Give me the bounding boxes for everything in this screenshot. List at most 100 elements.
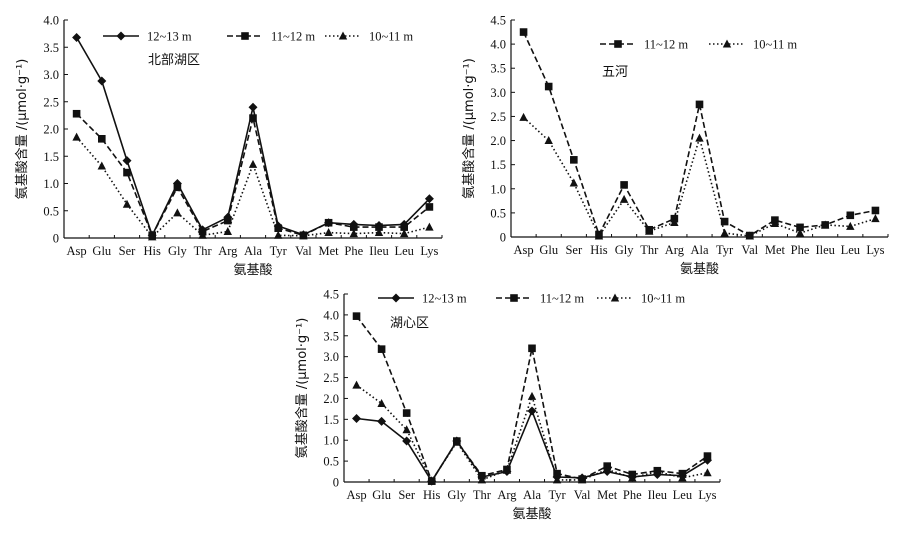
y-tick-label: 2.0 (323, 392, 339, 406)
x-tick-label: Lys (866, 243, 884, 257)
data-point (248, 159, 258, 168)
x-tick-label: Met (597, 488, 618, 502)
legend-label: 10~11 m (369, 30, 413, 44)
x-tick-label: Ser (119, 244, 137, 258)
x-tick-label: Phe (623, 488, 642, 502)
x-axis-title: 氨基酸 (680, 262, 719, 277)
data-point (402, 425, 411, 434)
y-tick-label: 1.5 (490, 158, 506, 172)
y-tick-label: 3.0 (323, 350, 339, 364)
data-point (519, 28, 528, 36)
data-point (695, 100, 704, 109)
legend-marker (614, 40, 622, 48)
y-tick-label: 4.5 (490, 14, 506, 28)
y-tick-label: 0 (333, 476, 339, 490)
x-tick-label: Leu (673, 488, 693, 502)
data-point (324, 218, 333, 227)
legend-label: 11~12 m (271, 30, 315, 44)
data-point (620, 181, 628, 189)
chart-panel-3: 0 0.5 1.0 1.5 2.0 2.5 3.0 3.5 4.0 4.5 Asp Glu Ser His… (294, 288, 721, 522)
x-tick-label: Arg (218, 244, 238, 258)
data-point (274, 230, 283, 239)
data-point (374, 228, 384, 237)
y-tick-label: 1.5 (323, 413, 339, 427)
y-tick-label: 1.0 (490, 182, 506, 196)
y-tick-label: 2.5 (323, 371, 339, 385)
x-tick-label: Ileu (648, 488, 668, 502)
data-point (122, 199, 132, 208)
y-tick-label: 2.5 (490, 110, 506, 124)
data-point (678, 473, 687, 482)
x-tick-label: Leu (394, 244, 414, 258)
data-point (248, 102, 258, 112)
data-point (871, 214, 880, 223)
data-point (224, 216, 232, 225)
x-tick-label: Ala (690, 243, 709, 257)
data-point (628, 473, 637, 482)
data-point (97, 76, 107, 86)
data-point (577, 475, 587, 484)
data-point (527, 391, 537, 400)
data-point (695, 133, 704, 142)
legend-marker (510, 294, 518, 302)
data-point (223, 226, 232, 235)
y-tick-label: 0.5 (43, 204, 59, 218)
y-tick-label: 3.5 (490, 62, 506, 76)
data-point (72, 132, 81, 141)
x-tick-label: Met (319, 244, 340, 258)
series-line (522, 31, 876, 237)
legend-marker (722, 39, 732, 48)
data-point (425, 203, 434, 211)
data-point (402, 409, 411, 417)
y-tick-label: 3.5 (323, 329, 339, 343)
data-point (427, 476, 436, 485)
y-axis-title: 氨基酸含量 /(μmol·g⁻¹) (294, 318, 310, 459)
x-tick-label: Arg (665, 243, 685, 257)
data-point (477, 475, 487, 484)
y-tick-label: 0 (500, 231, 506, 245)
data-point (377, 416, 387, 426)
y-tick-label: 2.0 (43, 123, 59, 137)
x-tick-label: Glu (372, 488, 392, 502)
x-tick-label: His (144, 244, 162, 258)
x-tick-label: Gly (447, 488, 467, 502)
x-tick-label: Gly (168, 244, 188, 258)
series-line (75, 136, 430, 238)
data-point (653, 467, 662, 476)
panel-title: 湖心区 (390, 316, 429, 331)
x-tick-label: Lys (698, 488, 716, 502)
series-10~11 m (72, 132, 434, 241)
y-tick-label: 1.5 (43, 150, 59, 164)
data-point (424, 194, 434, 204)
y-tick-label: 4.0 (323, 308, 339, 322)
data-point (350, 223, 358, 231)
data-point (352, 380, 361, 389)
x-tick-label: Ileu (815, 243, 835, 257)
x-tick-label: Asp (346, 488, 366, 502)
y-tick-label: 4.5 (323, 288, 339, 302)
data-point (299, 231, 308, 240)
series-10~11 m (519, 112, 880, 240)
y-tick-label: 0.5 (323, 455, 339, 469)
x-tick-label: Thr (640, 243, 659, 257)
data-point (349, 229, 358, 238)
x-tick-label: Tyr (270, 244, 288, 258)
y-tick-label: 2.0 (490, 134, 506, 148)
data-point (249, 114, 257, 122)
data-point (148, 232, 157, 241)
y-tick-label: 2.5 (43, 95, 59, 109)
x-tick-label: Leu (841, 243, 861, 257)
data-point (528, 344, 536, 353)
x-tick-label: Glu (539, 243, 559, 257)
y-tick-label: 4.0 (43, 14, 59, 28)
y-tick-label: 3.0 (43, 68, 59, 82)
series-12~13 m (72, 32, 434, 240)
data-point (425, 222, 434, 231)
x-tick-label: Gly (615, 243, 635, 257)
data-point (795, 228, 805, 237)
data-point (274, 224, 282, 232)
data-point (594, 231, 604, 240)
data-point (452, 437, 461, 446)
x-tick-label: Ileu (369, 244, 389, 258)
chart-panel-1: 0 0.5 1.0 1.5 2.0 2.5 3.0 3.5 4.0 Asp Glu Ser His Gly… (14, 14, 443, 278)
